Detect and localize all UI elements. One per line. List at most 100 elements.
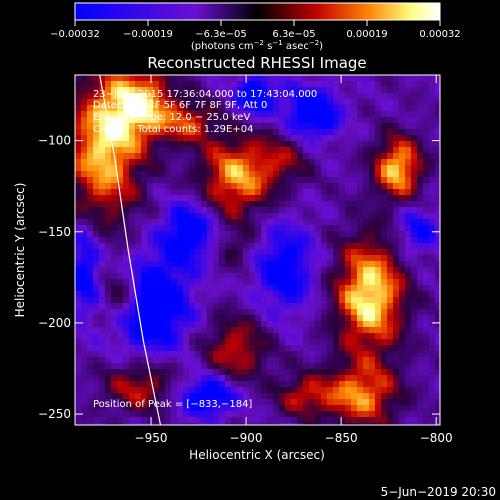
heatmap-cell: [387, 303, 393, 309]
heatmap-cell: [327, 321, 333, 327]
heatmap-cell: [189, 345, 195, 351]
heatmap-cell: [141, 135, 147, 141]
heatmap-cell: [135, 327, 141, 333]
colorbar-tick-label: 6.3e−05: [272, 29, 315, 40]
heatmap-cell: [99, 195, 105, 201]
heatmap-cell: [267, 75, 273, 81]
heatmap-cell: [105, 105, 111, 111]
heatmap-cell: [207, 357, 213, 363]
heatmap-cell: [345, 267, 351, 273]
heatmap-cell: [429, 129, 435, 135]
heatmap-cell: [339, 141, 345, 147]
heatmap-cell: [363, 309, 369, 315]
heatmap-cell: [429, 189, 435, 195]
heatmap-cell: [159, 207, 165, 213]
heatmap-cell: [183, 375, 189, 381]
heatmap-cell: [123, 381, 129, 387]
heatmap-cell: [207, 213, 213, 219]
heatmap-cell: [333, 321, 339, 327]
heatmap-cell: [93, 159, 99, 165]
heatmap-cell: [375, 357, 381, 363]
heatmap-cell: [111, 129, 117, 135]
heatmap-cell: [435, 201, 440, 207]
heatmap-cell: [327, 249, 333, 255]
heatmap-cell: [423, 381, 429, 387]
heatmap-cell: [321, 387, 327, 393]
heatmap-cell: [99, 321, 105, 327]
heatmap-cell: [141, 123, 147, 129]
heatmap-cell: [249, 315, 255, 321]
heatmap-cell: [261, 213, 267, 219]
heatmap-cell: [81, 285, 87, 291]
heatmap-cell: [429, 177, 435, 183]
heatmap-cell: [117, 195, 123, 201]
heatmap-cell: [117, 159, 123, 165]
heatmap-cell: [273, 261, 279, 267]
heatmap-cell: [171, 129, 177, 135]
heatmap-cell: [153, 417, 159, 423]
heatmap-cell: [207, 249, 213, 255]
heatmap-cell: [429, 303, 435, 309]
heatmap-cell: [189, 183, 195, 189]
heatmap-cell: [249, 273, 255, 279]
heatmap-cell: [351, 147, 357, 153]
heatmap-cell: [375, 417, 381, 423]
heatmap-cell: [405, 303, 411, 309]
heatmap-cell: [393, 345, 399, 351]
heatmap-cell: [255, 123, 261, 129]
heatmap-cell: [105, 171, 111, 177]
heatmap-cell: [195, 339, 201, 345]
heatmap-cell: [429, 207, 435, 213]
heatmap-cell: [171, 183, 177, 189]
heatmap-cell: [267, 273, 273, 279]
heatmap-cell: [243, 141, 249, 147]
heatmap-cell: [153, 339, 159, 345]
heatmap-cell: [255, 201, 261, 207]
heatmap-cell: [93, 417, 99, 423]
heatmap-cell: [399, 387, 405, 393]
heatmap-cell: [387, 399, 393, 405]
heatmap-cell: [423, 237, 429, 243]
heatmap-cell: [411, 111, 417, 117]
heatmap-cell: [255, 183, 261, 189]
heatmap-cell: [423, 417, 429, 423]
heatmap-cell: [159, 123, 165, 129]
heatmap-cell: [327, 267, 333, 273]
heatmap-cell: [411, 177, 417, 183]
heatmap-cell: [429, 123, 435, 129]
heatmap-cell: [129, 369, 135, 375]
heatmap-cell: [81, 147, 87, 153]
heatmap-cell: [303, 207, 309, 213]
heatmap-cell: [243, 99, 249, 105]
heatmap-cell: [141, 171, 147, 177]
heatmap-cell: [183, 387, 189, 393]
heatmap-cell: [81, 327, 87, 333]
heatmap-cell: [339, 411, 345, 417]
heatmap-cell: [411, 381, 417, 387]
heatmap-cell: [123, 267, 129, 273]
heatmap-cell: [105, 411, 111, 417]
heatmap-cell: [423, 213, 429, 219]
heatmap-cell: [99, 423, 105, 425]
heatmap-cell: [435, 309, 440, 315]
heatmap-cell: [99, 357, 105, 363]
heatmap-cell: [417, 231, 423, 237]
heatmap-cell: [267, 219, 273, 225]
heatmap-cell: [249, 369, 255, 375]
heatmap-cell: [237, 255, 243, 261]
heatmap-cell: [135, 231, 141, 237]
heatmap-cell: [393, 111, 399, 117]
heatmap-cell: [171, 273, 177, 279]
heatmap-cell: [189, 297, 195, 303]
heatmap-cell: [345, 93, 351, 99]
heatmap-cell: [261, 285, 267, 291]
heatmap-cell: [183, 153, 189, 159]
heatmap-cell: [249, 165, 255, 171]
heatmap-cell: [165, 81, 171, 87]
heatmap-cell: [105, 195, 111, 201]
heatmap-cell: [111, 207, 117, 213]
heatmap-cell: [321, 279, 327, 285]
heatmap-cell: [171, 417, 177, 423]
heatmap-cell: [201, 333, 207, 339]
heatmap-cell: [429, 387, 435, 393]
